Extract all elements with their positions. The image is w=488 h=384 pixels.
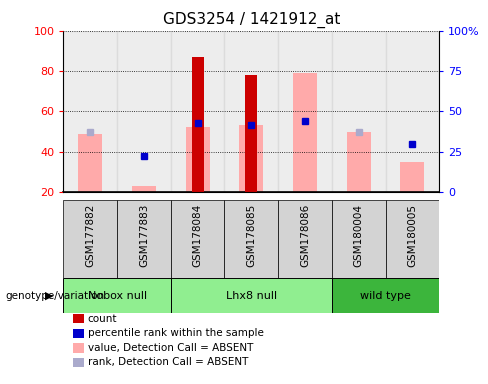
Bar <box>63 278 171 313</box>
Bar <box>346 131 371 192</box>
Bar <box>239 126 264 192</box>
Text: GSM178086: GSM178086 <box>300 204 310 267</box>
Text: Lhx8 null: Lhx8 null <box>226 291 277 301</box>
Bar <box>386 31 439 192</box>
Text: rank, Detection Call = ABSENT: rank, Detection Call = ABSENT <box>88 358 248 367</box>
Bar <box>278 31 332 192</box>
Bar <box>185 127 210 192</box>
Bar <box>171 278 332 313</box>
Bar <box>63 31 117 192</box>
Bar <box>332 200 386 278</box>
Bar <box>293 73 317 192</box>
Text: GSM177883: GSM177883 <box>139 204 149 267</box>
Text: GSM180005: GSM180005 <box>407 204 417 266</box>
Bar <box>63 200 117 278</box>
Text: wild type: wild type <box>360 291 411 301</box>
Bar <box>332 278 439 313</box>
Bar <box>332 31 386 192</box>
Text: GSM177882: GSM177882 <box>85 204 95 267</box>
Bar <box>117 31 171 192</box>
Bar <box>278 200 332 278</box>
Text: GSM178085: GSM178085 <box>246 204 256 267</box>
Bar <box>171 200 224 278</box>
Text: percentile rank within the sample: percentile rank within the sample <box>88 328 264 338</box>
Text: Nobox null: Nobox null <box>87 291 147 301</box>
Bar <box>117 200 171 278</box>
Text: GSM180004: GSM180004 <box>354 204 364 266</box>
Text: count: count <box>88 314 117 324</box>
Text: value, Detection Call = ABSENT: value, Detection Call = ABSENT <box>88 343 253 353</box>
Bar <box>386 200 439 278</box>
Bar <box>78 134 102 192</box>
Bar <box>171 31 224 192</box>
Bar <box>132 186 156 192</box>
Text: genotype/variation: genotype/variation <box>5 291 104 301</box>
Text: GSM178084: GSM178084 <box>193 204 203 267</box>
Bar <box>192 57 203 192</box>
Bar <box>224 31 278 192</box>
Bar <box>400 162 425 192</box>
Title: GDS3254 / 1421912_at: GDS3254 / 1421912_at <box>163 12 340 28</box>
Text: ▶: ▶ <box>45 291 54 301</box>
Bar <box>245 75 257 192</box>
Bar <box>224 200 278 278</box>
